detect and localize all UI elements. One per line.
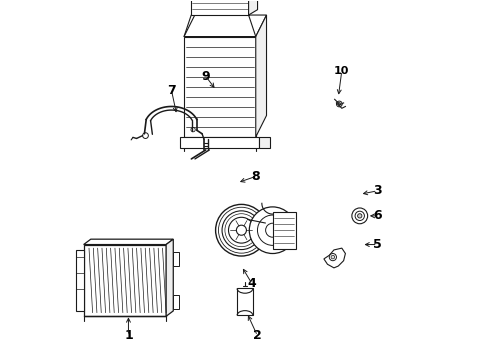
Circle shape bbox=[225, 214, 258, 247]
Circle shape bbox=[219, 207, 265, 253]
Text: 6: 6 bbox=[373, 210, 382, 222]
Bar bbox=[172, 295, 179, 309]
Circle shape bbox=[352, 208, 368, 224]
Circle shape bbox=[236, 225, 246, 235]
Text: 5: 5 bbox=[373, 238, 382, 251]
Circle shape bbox=[249, 207, 296, 253]
Circle shape bbox=[355, 211, 365, 221]
Circle shape bbox=[337, 101, 342, 107]
Bar bbox=[172, 252, 179, 266]
Text: 8: 8 bbox=[251, 170, 260, 183]
Polygon shape bbox=[256, 15, 267, 137]
Circle shape bbox=[191, 127, 195, 132]
Bar bbox=[76, 250, 84, 311]
Polygon shape bbox=[324, 248, 345, 268]
Bar bbox=[272, 212, 296, 249]
Bar bbox=[191, 0, 248, 15]
Bar bbox=[184, 37, 256, 137]
Polygon shape bbox=[84, 239, 173, 244]
Bar bbox=[180, 137, 259, 148]
Text: 2: 2 bbox=[253, 329, 262, 342]
Circle shape bbox=[257, 215, 288, 246]
Bar bbox=[84, 244, 166, 316]
Circle shape bbox=[228, 217, 254, 243]
Circle shape bbox=[266, 223, 280, 237]
Text: 7: 7 bbox=[167, 84, 176, 97]
Text: 9: 9 bbox=[201, 69, 210, 82]
Text: 10: 10 bbox=[334, 66, 349, 76]
Text: 1: 1 bbox=[124, 329, 133, 342]
Circle shape bbox=[222, 211, 261, 249]
Circle shape bbox=[358, 214, 362, 218]
Circle shape bbox=[329, 253, 337, 261]
Text: 3: 3 bbox=[373, 184, 382, 197]
Polygon shape bbox=[184, 15, 267, 37]
Circle shape bbox=[143, 133, 148, 139]
Text: 4: 4 bbox=[248, 278, 257, 291]
Polygon shape bbox=[166, 239, 173, 316]
Circle shape bbox=[216, 204, 267, 256]
Circle shape bbox=[331, 255, 335, 259]
Polygon shape bbox=[248, 0, 258, 15]
Circle shape bbox=[338, 103, 341, 105]
Bar bbox=[237, 288, 253, 315]
Polygon shape bbox=[259, 137, 270, 148]
